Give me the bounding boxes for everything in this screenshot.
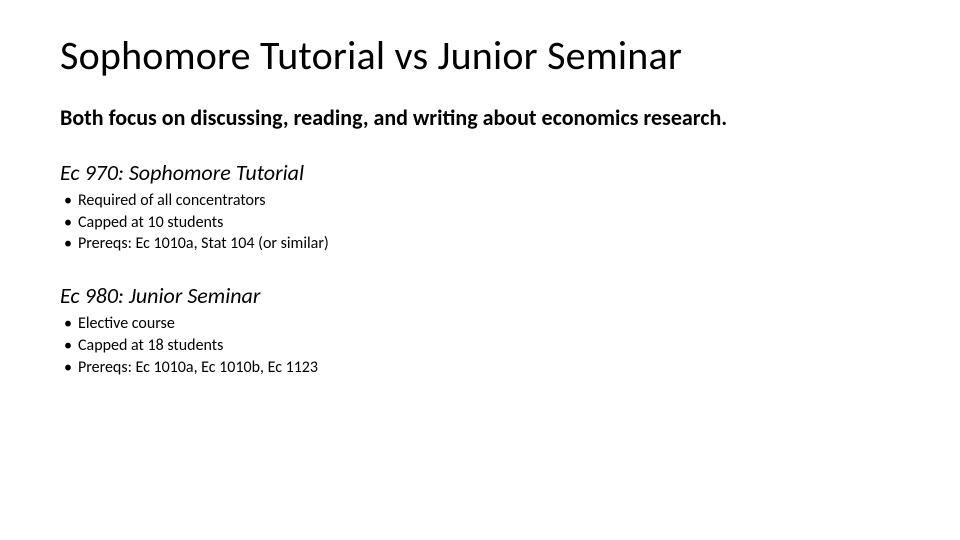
bullet-item: Prereqs: Ec 1010a, Ec 1010b, Ec 1123 <box>60 357 900 379</box>
bullet-item: Capped at 10 students <box>60 212 900 234</box>
bullet-list: Elective course Capped at 18 students Pr… <box>60 313 900 378</box>
bullet-item: Required of all concentrators <box>60 190 900 212</box>
bullet-item: Capped at 18 students <box>60 335 900 357</box>
section-heading: Ec 980: Junior Seminar <box>60 283 900 309</box>
intro-text: Both focus on discussing, reading, and w… <box>60 106 900 130</box>
bullet-list: Required of all concentrators Capped at … <box>60 190 900 255</box>
bullet-item: Elective course <box>60 313 900 335</box>
section-junior: Ec 980: Junior Seminar Elective course C… <box>60 283 900 378</box>
section-heading: Ec 970: Sophomore Tutorial <box>60 160 900 186</box>
slide-title: Sophomore Tutorial vs Junior Seminar <box>60 34 900 78</box>
bullet-item: Prereqs: Ec 1010a, Stat 104 (or similar) <box>60 233 900 255</box>
slide: Sophomore Tutorial vs Junior Seminar Bot… <box>0 0 960 540</box>
section-sophomore: Ec 970: Sophomore Tutorial Required of a… <box>60 160 900 255</box>
